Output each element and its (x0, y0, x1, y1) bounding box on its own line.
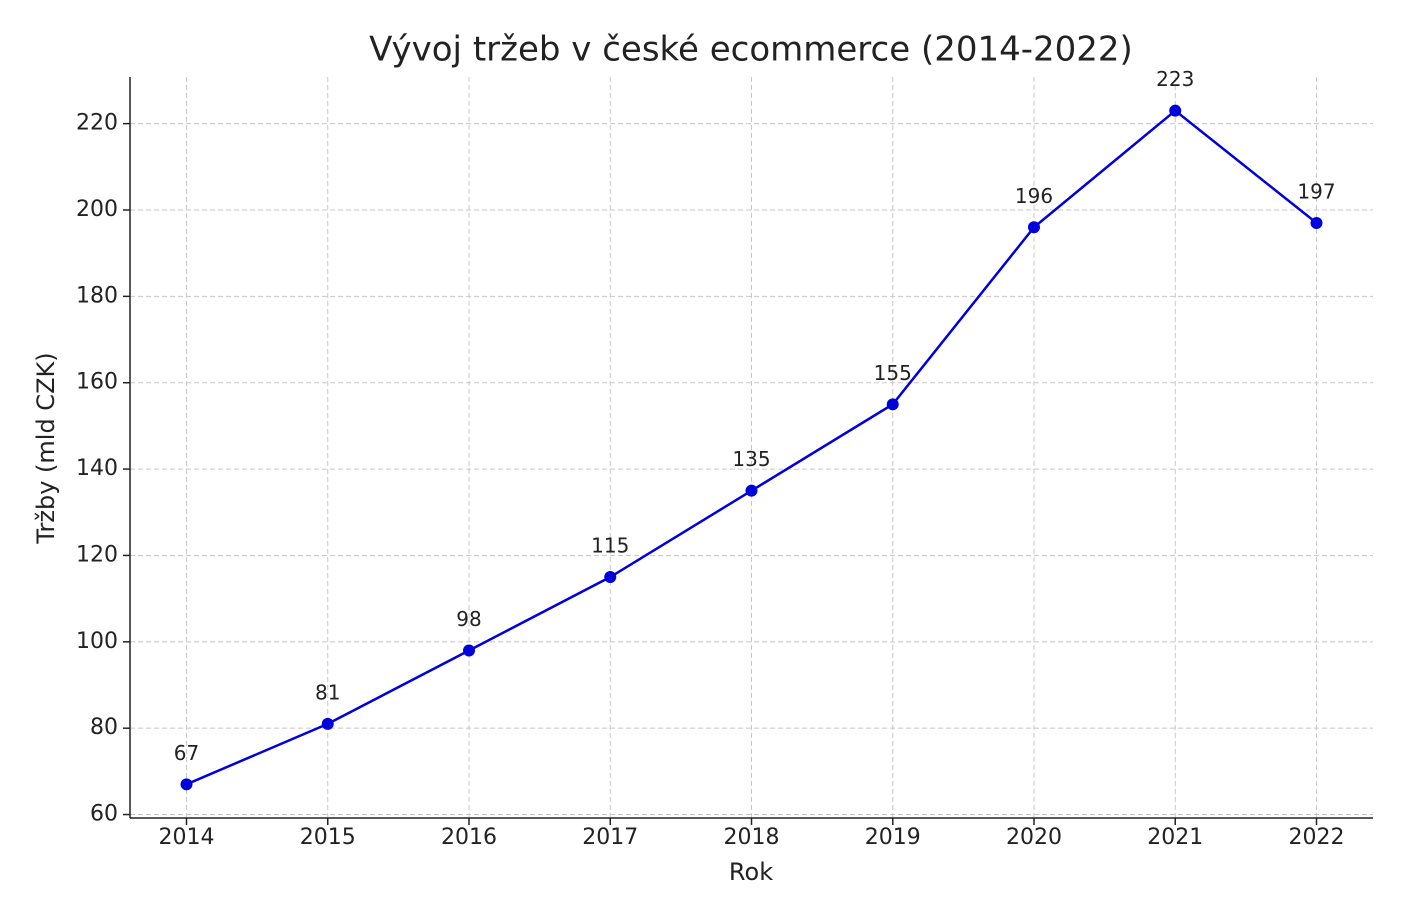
data-label: 223 (1156, 67, 1194, 91)
x-axis-label: Rok (729, 858, 773, 886)
y-tick-label: 200 (76, 197, 118, 222)
y-tick-label: 100 (76, 629, 118, 654)
x-tick-label: 2016 (441, 825, 497, 850)
x-tick-label: 2014 (159, 825, 215, 850)
data-label: 67 (174, 741, 199, 765)
x-tick-label: 2018 (724, 825, 780, 850)
data-label: 98 (456, 607, 481, 631)
point (321, 717, 334, 730)
data-label: 197 (1297, 179, 1335, 203)
x-tick-label: 2019 (865, 825, 921, 850)
point (745, 484, 758, 497)
point (1028, 221, 1040, 234)
data-label: 115 (591, 534, 629, 558)
point (604, 571, 617, 584)
data-label: 155 (874, 361, 912, 385)
y-tick-label: 220 (76, 111, 118, 136)
y-tick-label: 60 (90, 802, 118, 827)
y-tick-label: 180 (76, 283, 118, 308)
y-axis-label: Tržby (mld CZK) (32, 352, 60, 544)
point (886, 398, 899, 411)
data-label: 196 (1015, 184, 1053, 208)
y-tick-label: 140 (76, 456, 118, 481)
x-tick-label: 2022 (1289, 825, 1345, 850)
x-tick-label: 2015 (300, 825, 356, 850)
y-tick-label: 160 (76, 370, 118, 395)
point (180, 778, 193, 791)
y-tick-label: 120 (76, 542, 118, 567)
point (1169, 104, 1182, 117)
x-tick-label: 2021 (1147, 825, 1203, 850)
point (1310, 216, 1323, 229)
y-tick-label: 80 (90, 715, 118, 740)
chart-title: Vývoj tržeb v české ecommerce (2014-2022… (369, 30, 1133, 70)
x-tick-label: 2017 (582, 825, 638, 850)
point (463, 644, 475, 657)
x-tick-label: 2020 (1006, 825, 1062, 850)
data-label: 135 (732, 447, 770, 471)
data-label: 81 (315, 680, 340, 704)
